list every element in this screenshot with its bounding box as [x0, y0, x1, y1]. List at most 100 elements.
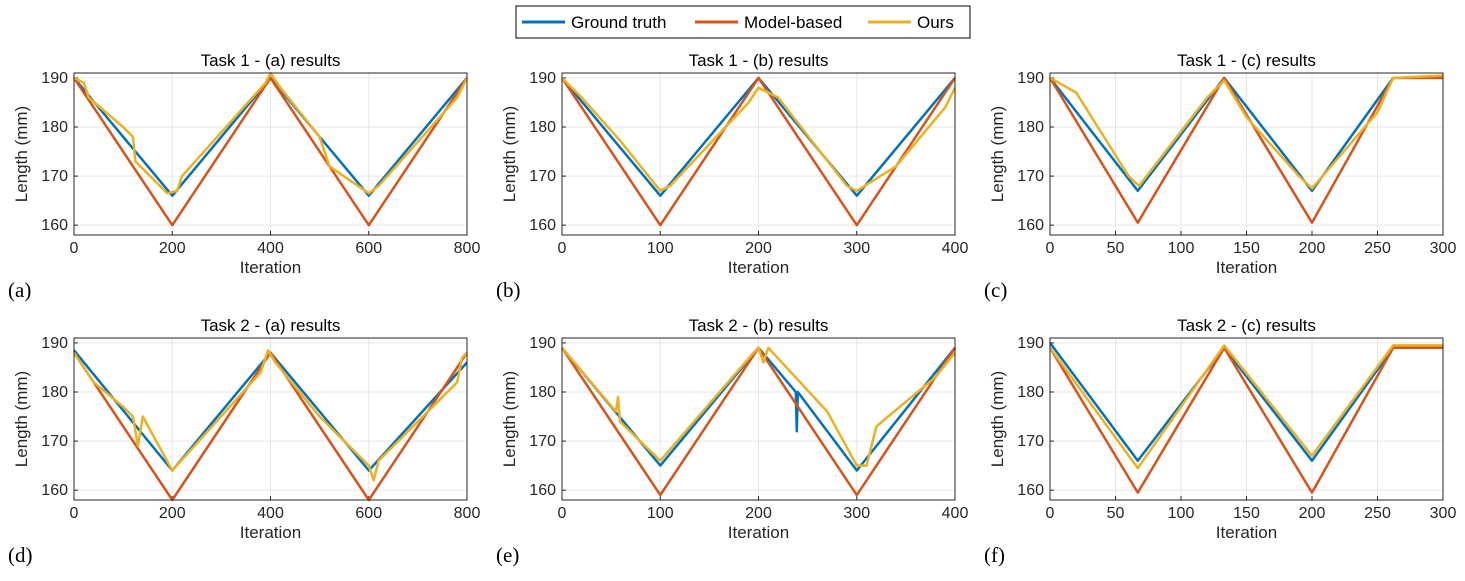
x-tick-label: 150 — [1233, 240, 1260, 257]
x-tick-label: 0 — [558, 505, 567, 522]
chart-panel-6: 0 50 100 150 200 250 300 160 170 180 190 Task 2 - (… — [984, 316, 1456, 567]
y-tick-label: 160 — [41, 482, 68, 499]
x-tick-label: 600 — [355, 505, 382, 522]
x-tick-label: 200 — [745, 240, 772, 257]
y-axis-label: Length (mm) — [988, 371, 1007, 467]
x-tick-label: 200 — [1299, 240, 1326, 257]
legend-label-model-based: Model-based — [744, 13, 842, 32]
x-axis-label: Iteration — [240, 523, 301, 542]
axes-frame — [561, 337, 956, 501]
x-tick-label: 200 — [159, 505, 186, 522]
axes-frame — [73, 72, 468, 236]
y-tick-label: 190 — [41, 335, 68, 352]
x-tick-label: 0 — [1046, 505, 1055, 522]
x-tick-label: 200 — [745, 505, 772, 522]
chart-panel-2: 0 100 200 300 400 160 170 180 190 Task 1 - (b) re… — [496, 51, 968, 302]
x-tick-label: 100 — [647, 240, 674, 257]
panel-letter: (c) — [984, 278, 1007, 302]
chart-title: Task 2 - (c) results — [1177, 316, 1316, 335]
chart-panel-5: 0 100 200 300 400 160 170 180 190 Task 2 - (b) re… — [496, 316, 968, 567]
x-tick-label: 400 — [942, 505, 969, 522]
legend: Ground truth Model-based Ours — [515, 5, 971, 39]
x-tick-label: 0 — [70, 240, 79, 257]
series-line-ours — [73, 71, 469, 195]
chart-title: Task 2 - (b) results — [689, 316, 829, 335]
panel-letter: (f) — [984, 543, 1005, 567]
y-tick-label: 190 — [529, 70, 556, 87]
chart-panel-3: 0 50 100 150 200 250 300 160 170 180 190 Task 1 - (… — [984, 51, 1456, 302]
y-tick-label: 180 — [41, 119, 68, 136]
y-tick-label: 180 — [529, 119, 556, 136]
x-tick-label: 200 — [1299, 505, 1326, 522]
x-tick-label: 400 — [257, 505, 284, 522]
y-tick-label: 180 — [529, 384, 556, 401]
panel-letter: (b) — [496, 278, 521, 302]
y-tick-label: 170 — [1017, 168, 1044, 185]
y-axis-label: Length (mm) — [12, 106, 31, 202]
x-tick-label: 0 — [558, 240, 567, 257]
x-tick-label: 600 — [355, 240, 382, 257]
chart-panel-1: 0 200 400 600 800 160 170 180 190 Task 1 - (a) re… — [8, 51, 480, 302]
x-tick-label: 300 — [843, 505, 870, 522]
chart-panel-4: 0 200 400 600 800 160 170 180 190 Task 2 - (a) re… — [8, 316, 480, 567]
x-tick-label: 0 — [70, 505, 79, 522]
axes-frame — [1049, 337, 1444, 501]
y-axis-label: Length (mm) — [12, 371, 31, 467]
x-axis-label: Iteration — [1216, 258, 1277, 277]
series-line-model-based — [1048, 346, 1443, 494]
x-tick-label: 300 — [1430, 505, 1457, 522]
y-tick-label: 160 — [1017, 217, 1044, 234]
y-tick-label: 160 — [529, 482, 556, 499]
axes-frame — [73, 337, 468, 501]
y-axis-label: Length (mm) — [988, 106, 1007, 202]
y-tick-label: 180 — [1017, 119, 1044, 136]
x-tick-label: 800 — [454, 240, 481, 257]
panel-letter: (d) — [8, 543, 33, 567]
x-axis-label: Iteration — [240, 258, 301, 277]
x-axis-label: Iteration — [728, 523, 789, 542]
panel-letter: (e) — [496, 543, 519, 567]
y-tick-label: 180 — [41, 384, 68, 401]
x-tick-label: 50 — [1107, 240, 1125, 257]
y-tick-label: 170 — [41, 433, 68, 450]
y-tick-label: 190 — [1017, 70, 1044, 87]
series-line-model-based — [560, 76, 957, 227]
y-axis-label: Length (mm) — [500, 106, 519, 202]
x-axis-label: Iteration — [728, 258, 789, 277]
series-line-ours — [1049, 74, 1444, 190]
x-tick-label: 250 — [1364, 505, 1391, 522]
y-tick-label: 190 — [529, 335, 556, 352]
x-tick-label: 300 — [843, 240, 870, 257]
y-tick-label: 180 — [1017, 384, 1044, 401]
series-line-ours — [72, 349, 468, 482]
chart-title: Task 1 - (a) results — [201, 51, 341, 70]
x-tick-label: 250 — [1364, 240, 1391, 257]
axes-frame — [561, 72, 956, 236]
y-tick-label: 190 — [1017, 335, 1044, 352]
y-tick-label: 160 — [529, 217, 556, 234]
y-tick-label: 170 — [529, 433, 556, 450]
x-tick-label: 150 — [1233, 505, 1260, 522]
chart-title: Task 2 - (a) results — [201, 316, 341, 335]
panel-letter: (a) — [8, 278, 31, 302]
x-tick-label: 100 — [1168, 240, 1195, 257]
x-tick-label: 800 — [454, 505, 481, 522]
series-line-ours — [1048, 344, 1443, 470]
x-tick-label: 300 — [1430, 240, 1457, 257]
y-tick-label: 160 — [1017, 482, 1044, 499]
legend-label-ground-truth: Ground truth — [571, 13, 666, 32]
y-tick-label: 160 — [41, 217, 68, 234]
x-tick-label: 100 — [1168, 505, 1195, 522]
chart-title: Task 1 - (b) results — [689, 51, 829, 70]
x-tick-label: 100 — [647, 505, 674, 522]
axes-frame — [1049, 72, 1444, 236]
series-line-model-based — [72, 76, 469, 227]
x-tick-label: 0 — [1046, 240, 1055, 257]
x-axis-label: Iteration — [1216, 523, 1277, 542]
y-tick-label: 170 — [529, 168, 556, 185]
series-line-ours — [561, 346, 956, 467]
x-tick-label: 200 — [159, 240, 186, 257]
y-tick-label: 170 — [41, 168, 68, 185]
x-tick-label: 400 — [942, 240, 969, 257]
y-axis-label: Length (mm) — [500, 371, 519, 467]
